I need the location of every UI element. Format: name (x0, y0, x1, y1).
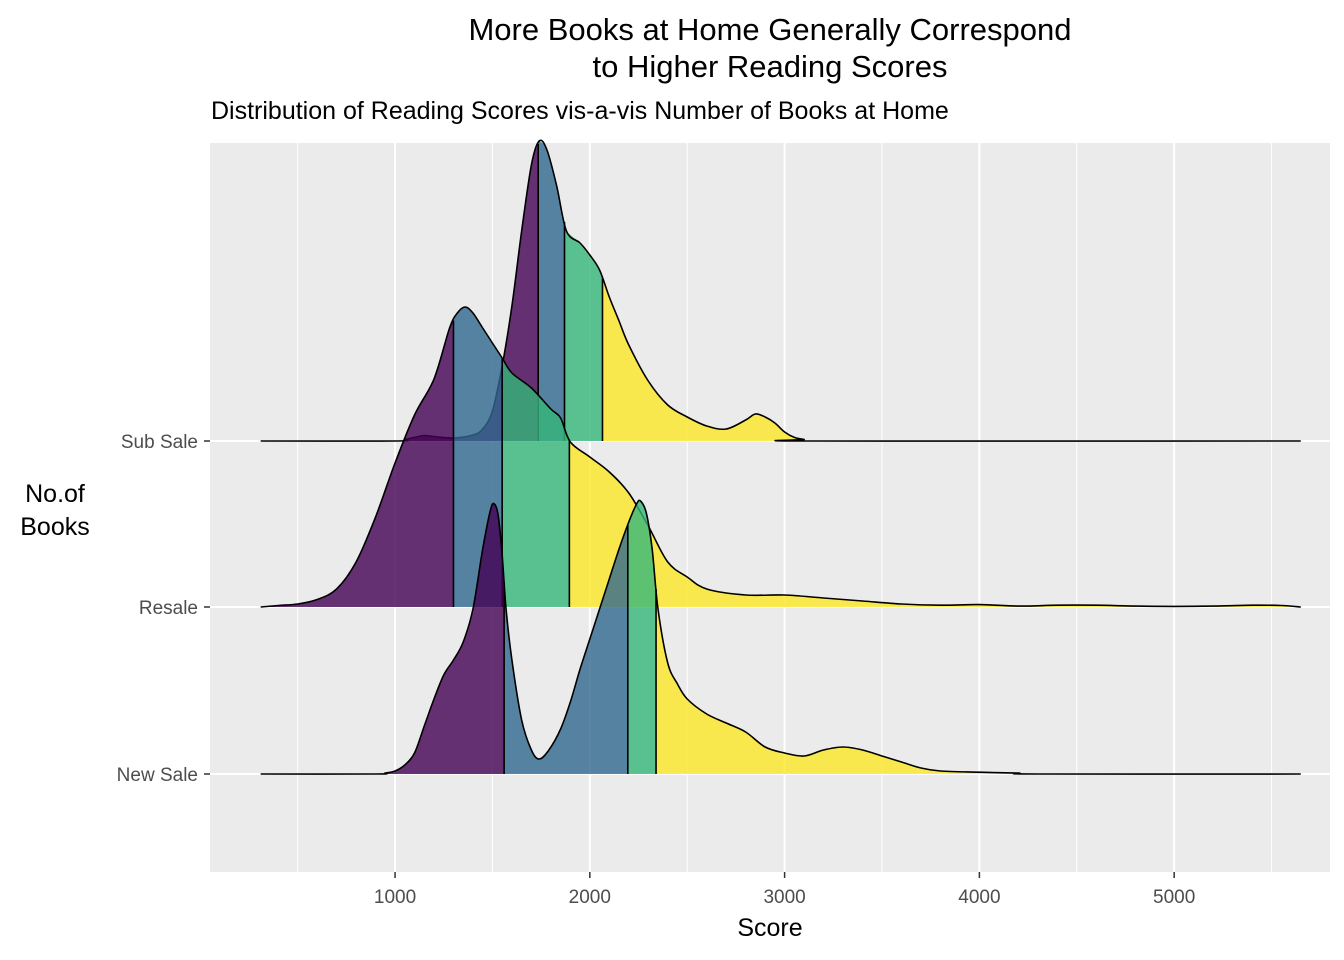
x-tick-label: 1000 (374, 887, 416, 908)
chart-title-line-2: to Higher Reading Scores (592, 49, 948, 84)
ridge-quartile-2-sub-sale (538, 140, 565, 441)
ridge-quartile-1-resale (260, 320, 454, 607)
chart-subtitle: Distribution of Reading Scores vis-a-vis… (211, 97, 949, 125)
x-axis-label: Score (737, 914, 803, 942)
ridge-outline-resale (260, 306, 1301, 608)
y-axis-label-line-2: Books (20, 513, 90, 541)
ridge-quartile-4-sub-sale (602, 278, 1301, 442)
ridge-quartile-3-resale (502, 358, 570, 607)
x-tick-label: 3000 (763, 887, 805, 908)
y-tick-label: Sub Sale (121, 432, 198, 453)
y-tick-label: New Sale (117, 765, 198, 786)
ridge-quartile-1-new-sale (260, 503, 505, 775)
ridge-quartile-3-sub-sale (564, 222, 603, 441)
ridge-outline-new-sale (260, 499, 1301, 775)
x-tick-label: 5000 (1153, 887, 1195, 908)
ridge-new-sale (260, 499, 1301, 775)
ridge-quartile-3-new-sale (627, 500, 657, 774)
y-tick-label: Resale (139, 598, 198, 619)
y-axis-label-line-1: No.of (25, 480, 85, 508)
x-tick-label: 2000 (569, 887, 611, 908)
ridge-quartile-4-new-sale (656, 589, 1301, 775)
ridge-quartile-2-new-sale (504, 524, 628, 774)
y-axis-label: No.of Books (8, 478, 102, 544)
chart-title-line-1: More Books at Home Generally Correspond (468, 12, 1072, 47)
x-tick-label: 4000 (958, 887, 1000, 908)
